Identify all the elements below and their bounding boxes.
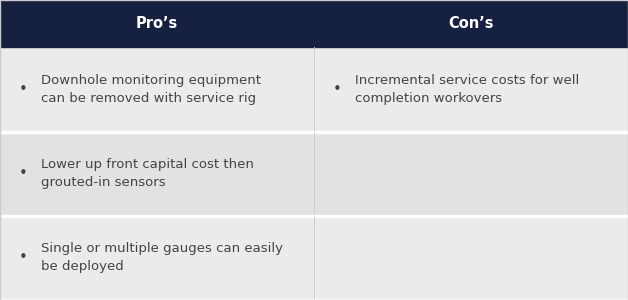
Text: Pro’s: Pro’s (136, 16, 178, 31)
Text: Downhole monitoring equipment
can be removed with service rig: Downhole monitoring equipment can be rem… (41, 74, 261, 105)
Bar (0, 0, 628, 47)
Text: •: • (19, 82, 28, 97)
Bar (314, 47, 628, 132)
Bar (0, 216, 314, 300)
Text: Single or multiple gauges can easily
be deployed: Single or multiple gauges can easily be … (41, 242, 283, 273)
Text: Incremental service costs for well
completion workovers: Incremental service costs for well compl… (355, 74, 579, 105)
Bar (314, 132, 628, 216)
Text: •: • (19, 166, 28, 181)
Text: Lower up front capital cost then
grouted-in sensors: Lower up front capital cost then grouted… (41, 158, 254, 189)
Bar (0, 132, 314, 216)
Bar (314, 216, 628, 300)
Text: Con’s: Con’s (448, 16, 494, 31)
Text: •: • (19, 250, 28, 266)
Bar (0, 47, 314, 132)
Text: •: • (333, 82, 342, 97)
